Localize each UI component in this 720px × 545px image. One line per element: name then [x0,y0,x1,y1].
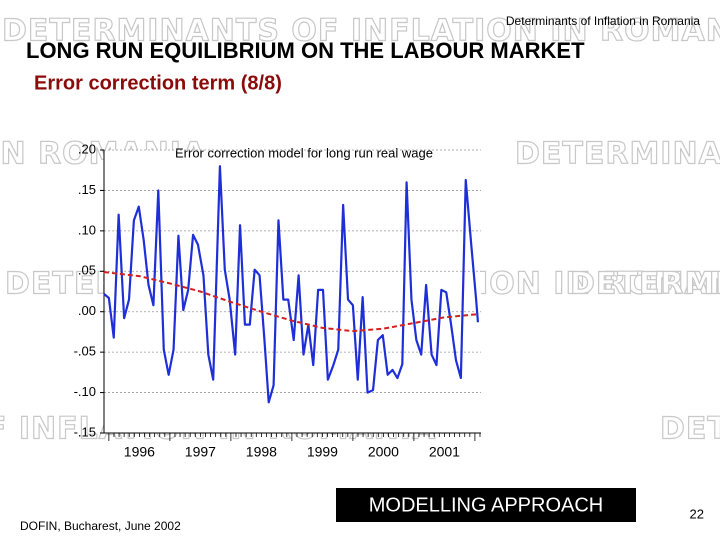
y-tick-label: -.05 [74,344,96,359]
y-tick-label: .20 [78,141,96,156]
footer: DOFIN, Bucharest, June 2002 [20,519,181,533]
watermark-text: DETERMINANTS OF INFLATION IN ROMANIA [660,412,720,447]
slide-title: LONG RUN EQUILIBRIUM ON THE LABOUR MARKE… [26,38,585,63]
trend-line [103,271,479,333]
y-tick-label: .05 [78,263,96,278]
watermark-text: DETERMINANTS OF INFLATION IN ROMANIA [515,137,720,172]
y-tick-label: .10 [78,222,96,237]
x-tick-label: 2000 [368,444,399,460]
x-tick-label: 1997 [185,444,216,460]
y-tick-label: -.15 [74,424,96,439]
y-tick-label: .15 [78,182,96,197]
watermark-text: DETERMINANTS OF INFLATION IN ROMANIA [2,14,720,49]
x-tick-label: 1999 [307,444,338,460]
data-line [103,165,480,404]
x-tick-label: 2001 [429,444,460,460]
chart-title: Error correction model for long run real… [175,145,433,160]
header: Determinants of Inflation in Romania [506,14,700,28]
y-tick-label: .00 [78,303,96,318]
x-tick-label: 1998 [246,444,277,460]
watermark-text: DETERMINANTS OF INFLATION IN ROMANIA [570,267,720,302]
slide-subtitle: Error correction term (8/8) [34,72,282,94]
x-tick-label: 1996 [124,444,155,460]
plot-background [104,150,481,433]
section-box [336,488,636,522]
y-tick-label: -.10 [74,384,96,399]
page-number: 22 [690,506,704,521]
chart: Error correction model for long run real… [74,141,481,460]
section-label: MODELLING APPROACH [369,494,604,516]
